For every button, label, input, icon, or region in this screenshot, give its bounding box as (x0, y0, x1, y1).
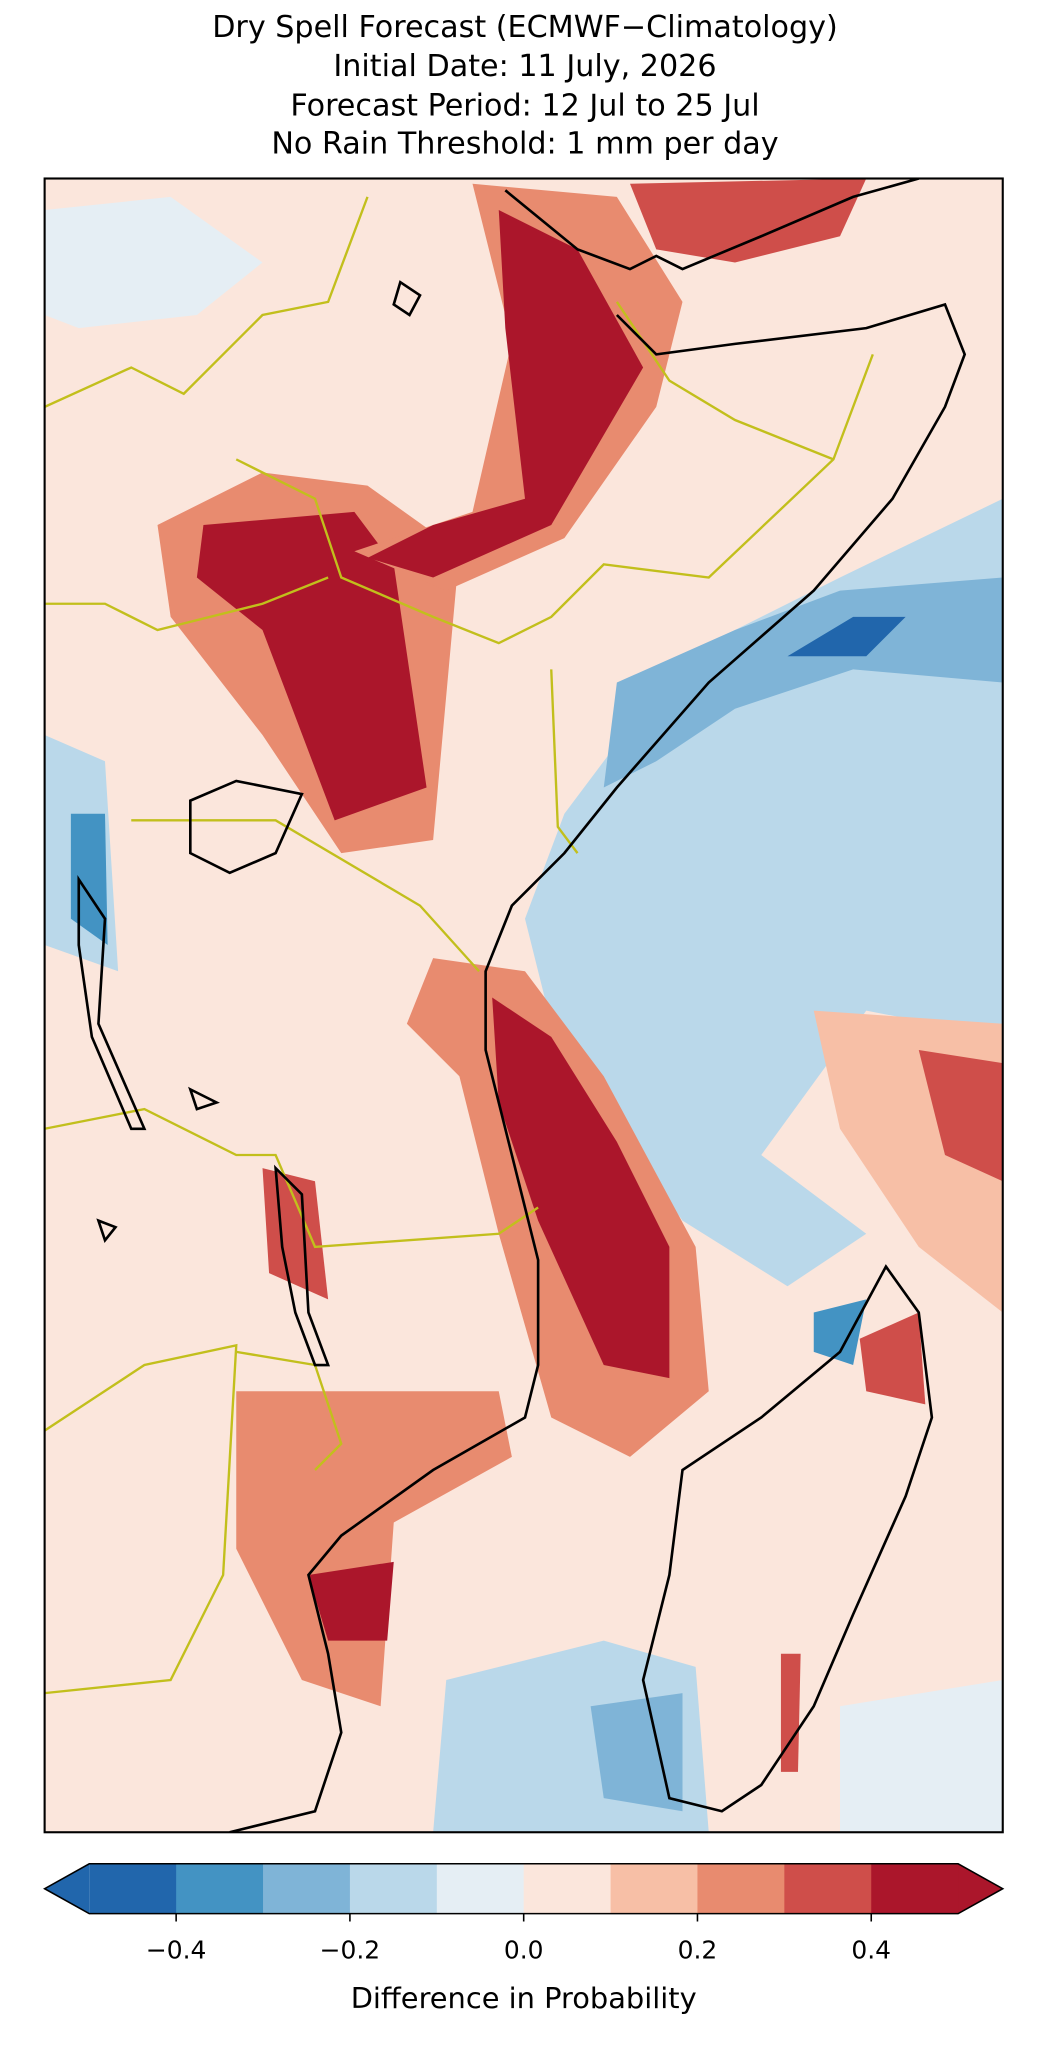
colorbar-tick-label: 0.0 (504, 1935, 544, 1964)
colorbar-bin (697, 1863, 786, 1914)
colorbar-tick-label: −0.4 (146, 1935, 207, 1964)
colorbar-tick-label: 0.2 (678, 1935, 718, 1964)
country-borders (44, 196, 874, 1695)
map (44, 178, 1003, 1833)
field-patch (367, 210, 644, 578)
colorbar-bin (784, 1863, 872, 1914)
field-patch (840, 1680, 1003, 1833)
field-patch (787, 616, 906, 657)
field-patch (918, 1050, 1003, 1182)
field-patch (44, 196, 263, 329)
field-patch (859, 1312, 926, 1405)
colorbar: −0.4 −0.2 0.0 0.2 0.4 (43, 1862, 1005, 1964)
map-frame (43, 177, 1004, 1834)
title-line: Forecast Period: 12 Jul to 25 Jul (290, 89, 759, 124)
colorbar-bin (523, 1863, 612, 1914)
field-patch (590, 1693, 683, 1812)
field-patch (630, 178, 867, 263)
colorbar-tick-label: 0.4 (851, 1935, 891, 1964)
colorbar-bin (610, 1863, 699, 1914)
colorbar-tick-label: −0.2 (320, 1935, 381, 1964)
title-line: Initial Date: 11 July, 2026 (333, 49, 716, 84)
title-line: Dry Spell Forecast (ECMWF−Climatology) (212, 10, 838, 45)
coastline (77, 178, 967, 1833)
title-line: No Rain Threshold: 1 mm per day (271, 127, 778, 162)
colorbar-bin (871, 1863, 959, 1914)
colorbar-bin (263, 1863, 351, 1914)
colorbar-bin (89, 1863, 177, 1914)
field-patch (603, 577, 1003, 788)
colorbar-bin (176, 1863, 264, 1914)
colorbar-extend (44, 1863, 90, 1914)
field-patch (780, 1653, 801, 1772)
colorbar-label: Difference in Probability (351, 1981, 697, 2015)
colorbar-bin (349, 1863, 438, 1914)
field-patch (813, 1299, 867, 1366)
field-patch (308, 1561, 394, 1641)
colorbar-bin (436, 1863, 525, 1914)
field-patch (236, 1391, 512, 1707)
field-patch (492, 997, 670, 1379)
field-patch (525, 498, 1003, 1287)
colorbar-extend (958, 1863, 1003, 1914)
colorbar-outline (43, 1862, 1005, 1915)
